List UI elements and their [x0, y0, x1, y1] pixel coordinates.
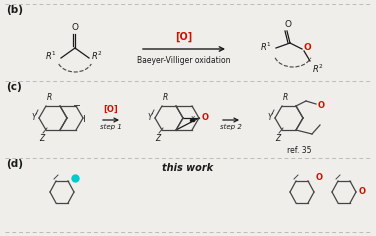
Text: step 1: step 1	[100, 124, 122, 130]
Text: Y: Y	[147, 114, 152, 122]
Text: ref. 35: ref. 35	[287, 146, 311, 155]
Text: Baeyer-Villiger oxidation: Baeyer-Villiger oxidation	[137, 56, 231, 65]
Text: $R^1$: $R^1$	[260, 41, 272, 53]
Text: O: O	[359, 187, 366, 197]
Text: $R^2$: $R^2$	[91, 50, 103, 62]
Text: O: O	[316, 173, 323, 181]
Text: (d): (d)	[6, 159, 23, 169]
Text: X: X	[191, 115, 195, 121]
Text: O: O	[304, 43, 312, 52]
Text: Z: Z	[155, 134, 160, 143]
Text: Z: Z	[39, 134, 44, 143]
Text: R: R	[162, 93, 168, 102]
Text: O: O	[318, 101, 325, 110]
Text: this work: this work	[162, 163, 214, 173]
Text: R: R	[282, 93, 288, 102]
Text: R: R	[46, 93, 52, 102]
Text: [O]: [O]	[175, 32, 193, 42]
Text: [O]: [O]	[104, 105, 118, 114]
Text: (b): (b)	[6, 5, 23, 15]
Text: O: O	[285, 20, 291, 29]
Text: (c): (c)	[6, 82, 22, 92]
Text: $R^1$: $R^1$	[45, 50, 57, 62]
Text: O: O	[202, 114, 209, 122]
Text: step 2: step 2	[220, 124, 242, 130]
Text: Y: Y	[267, 114, 272, 122]
Text: O: O	[71, 23, 79, 32]
Text: Y: Y	[31, 114, 36, 122]
Text: Z: Z	[275, 134, 280, 143]
Text: $R^2$: $R^2$	[312, 63, 324, 75]
